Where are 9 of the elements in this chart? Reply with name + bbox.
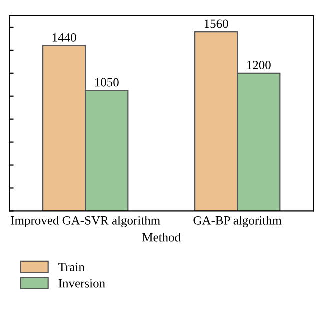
x-axis-title: Method: [142, 232, 181, 242]
legend-label: Inversion: [58, 279, 106, 288]
x-tick-label: GA-BP algorithm: [194, 216, 282, 228]
data-label: 1050: [95, 78, 119, 87]
x-tick-label: Improved GA-SVR algorithm: [11, 216, 160, 228]
legend-label: Train: [58, 263, 85, 272]
data-label: 1560: [204, 20, 228, 28]
data-label: 1200: [247, 61, 271, 70]
data-label: 1440: [52, 33, 76, 42]
